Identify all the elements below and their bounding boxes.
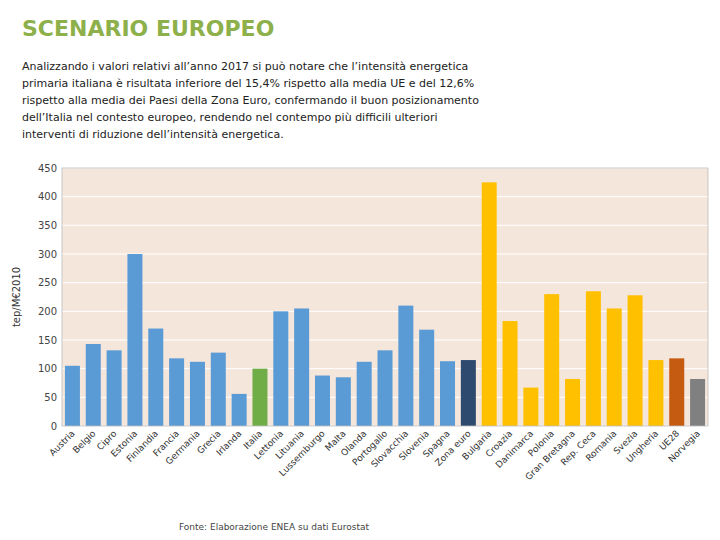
x-tick-label: Romania bbox=[584, 428, 619, 463]
chart: SCENARIO EUROPEO Analizzando i valori rel… bbox=[0, 0, 720, 540]
bar bbox=[544, 294, 559, 426]
plot-background bbox=[62, 168, 708, 426]
x-tick-label: Ungheria bbox=[624, 428, 660, 464]
bar bbox=[148, 329, 163, 426]
y-tick-label: 300 bbox=[38, 249, 57, 260]
x-tick-label: Norvegia bbox=[666, 428, 702, 464]
grid-line bbox=[62, 254, 708, 255]
y-tick-label: 350 bbox=[38, 220, 57, 231]
body-text: rispetto alla media dei Paesi della Zona… bbox=[22, 94, 479, 107]
bar bbox=[211, 353, 226, 426]
bar bbox=[586, 291, 601, 426]
x-tick-label: Irlanda bbox=[214, 428, 243, 457]
x-tick-label: Austria bbox=[47, 428, 77, 458]
y-tick-label: 250 bbox=[38, 277, 57, 288]
bar bbox=[377, 350, 392, 426]
body-text: Analizzando i valori relativi all’anno 2… bbox=[22, 60, 468, 73]
grid-line bbox=[62, 282, 708, 283]
bar bbox=[107, 350, 122, 426]
bar bbox=[252, 369, 267, 426]
bar bbox=[628, 295, 643, 426]
bar bbox=[86, 344, 101, 426]
bar bbox=[607, 308, 622, 426]
y-tick-label: 150 bbox=[38, 335, 57, 346]
bar bbox=[315, 376, 330, 426]
bar bbox=[419, 330, 434, 426]
bar bbox=[690, 379, 705, 426]
y-tick-label: 50 bbox=[44, 392, 57, 403]
bar bbox=[273, 311, 288, 426]
body-text: interventi di riduzione dell’intensità e… bbox=[22, 128, 284, 141]
bar bbox=[190, 362, 205, 426]
bar bbox=[565, 379, 580, 426]
y-tick-label: 0 bbox=[51, 421, 57, 432]
bar bbox=[232, 394, 247, 426]
bar bbox=[440, 361, 455, 426]
footnote: Fonte: Elaborazione ENEA su dati Eurosta… bbox=[179, 522, 370, 532]
bar bbox=[294, 308, 309, 426]
bar bbox=[648, 360, 663, 426]
bar bbox=[398, 306, 413, 426]
bar bbox=[669, 358, 684, 426]
bar bbox=[523, 388, 538, 426]
y-tick-label: 100 bbox=[38, 363, 57, 374]
body-text: dell’Italia nel contesto europeo, renden… bbox=[22, 111, 438, 124]
y-tick-label: 400 bbox=[38, 191, 57, 202]
grid-line bbox=[62, 225, 708, 226]
plot-frame bbox=[62, 168, 708, 426]
y-tick-label: 450 bbox=[38, 163, 57, 174]
x-tick-label: Lussemburgo bbox=[277, 428, 327, 478]
grid-line bbox=[62, 196, 708, 197]
bar bbox=[503, 321, 518, 426]
bar bbox=[336, 377, 351, 426]
y-tick-label: 200 bbox=[38, 306, 57, 317]
grid bbox=[62, 168, 708, 426]
body-text: primaria italiana è risultata inferiore … bbox=[22, 77, 474, 90]
bar bbox=[65, 366, 80, 426]
bar bbox=[461, 360, 476, 426]
bars bbox=[65, 182, 705, 426]
bar bbox=[169, 358, 184, 426]
title: SCENARIO EUROPEO bbox=[22, 16, 274, 41]
y-axis-label: tep/M€2010 bbox=[11, 267, 22, 327]
bar bbox=[127, 254, 142, 426]
x-tick-label: Belgio bbox=[71, 428, 98, 455]
bar bbox=[357, 362, 372, 426]
bar bbox=[482, 182, 497, 426]
